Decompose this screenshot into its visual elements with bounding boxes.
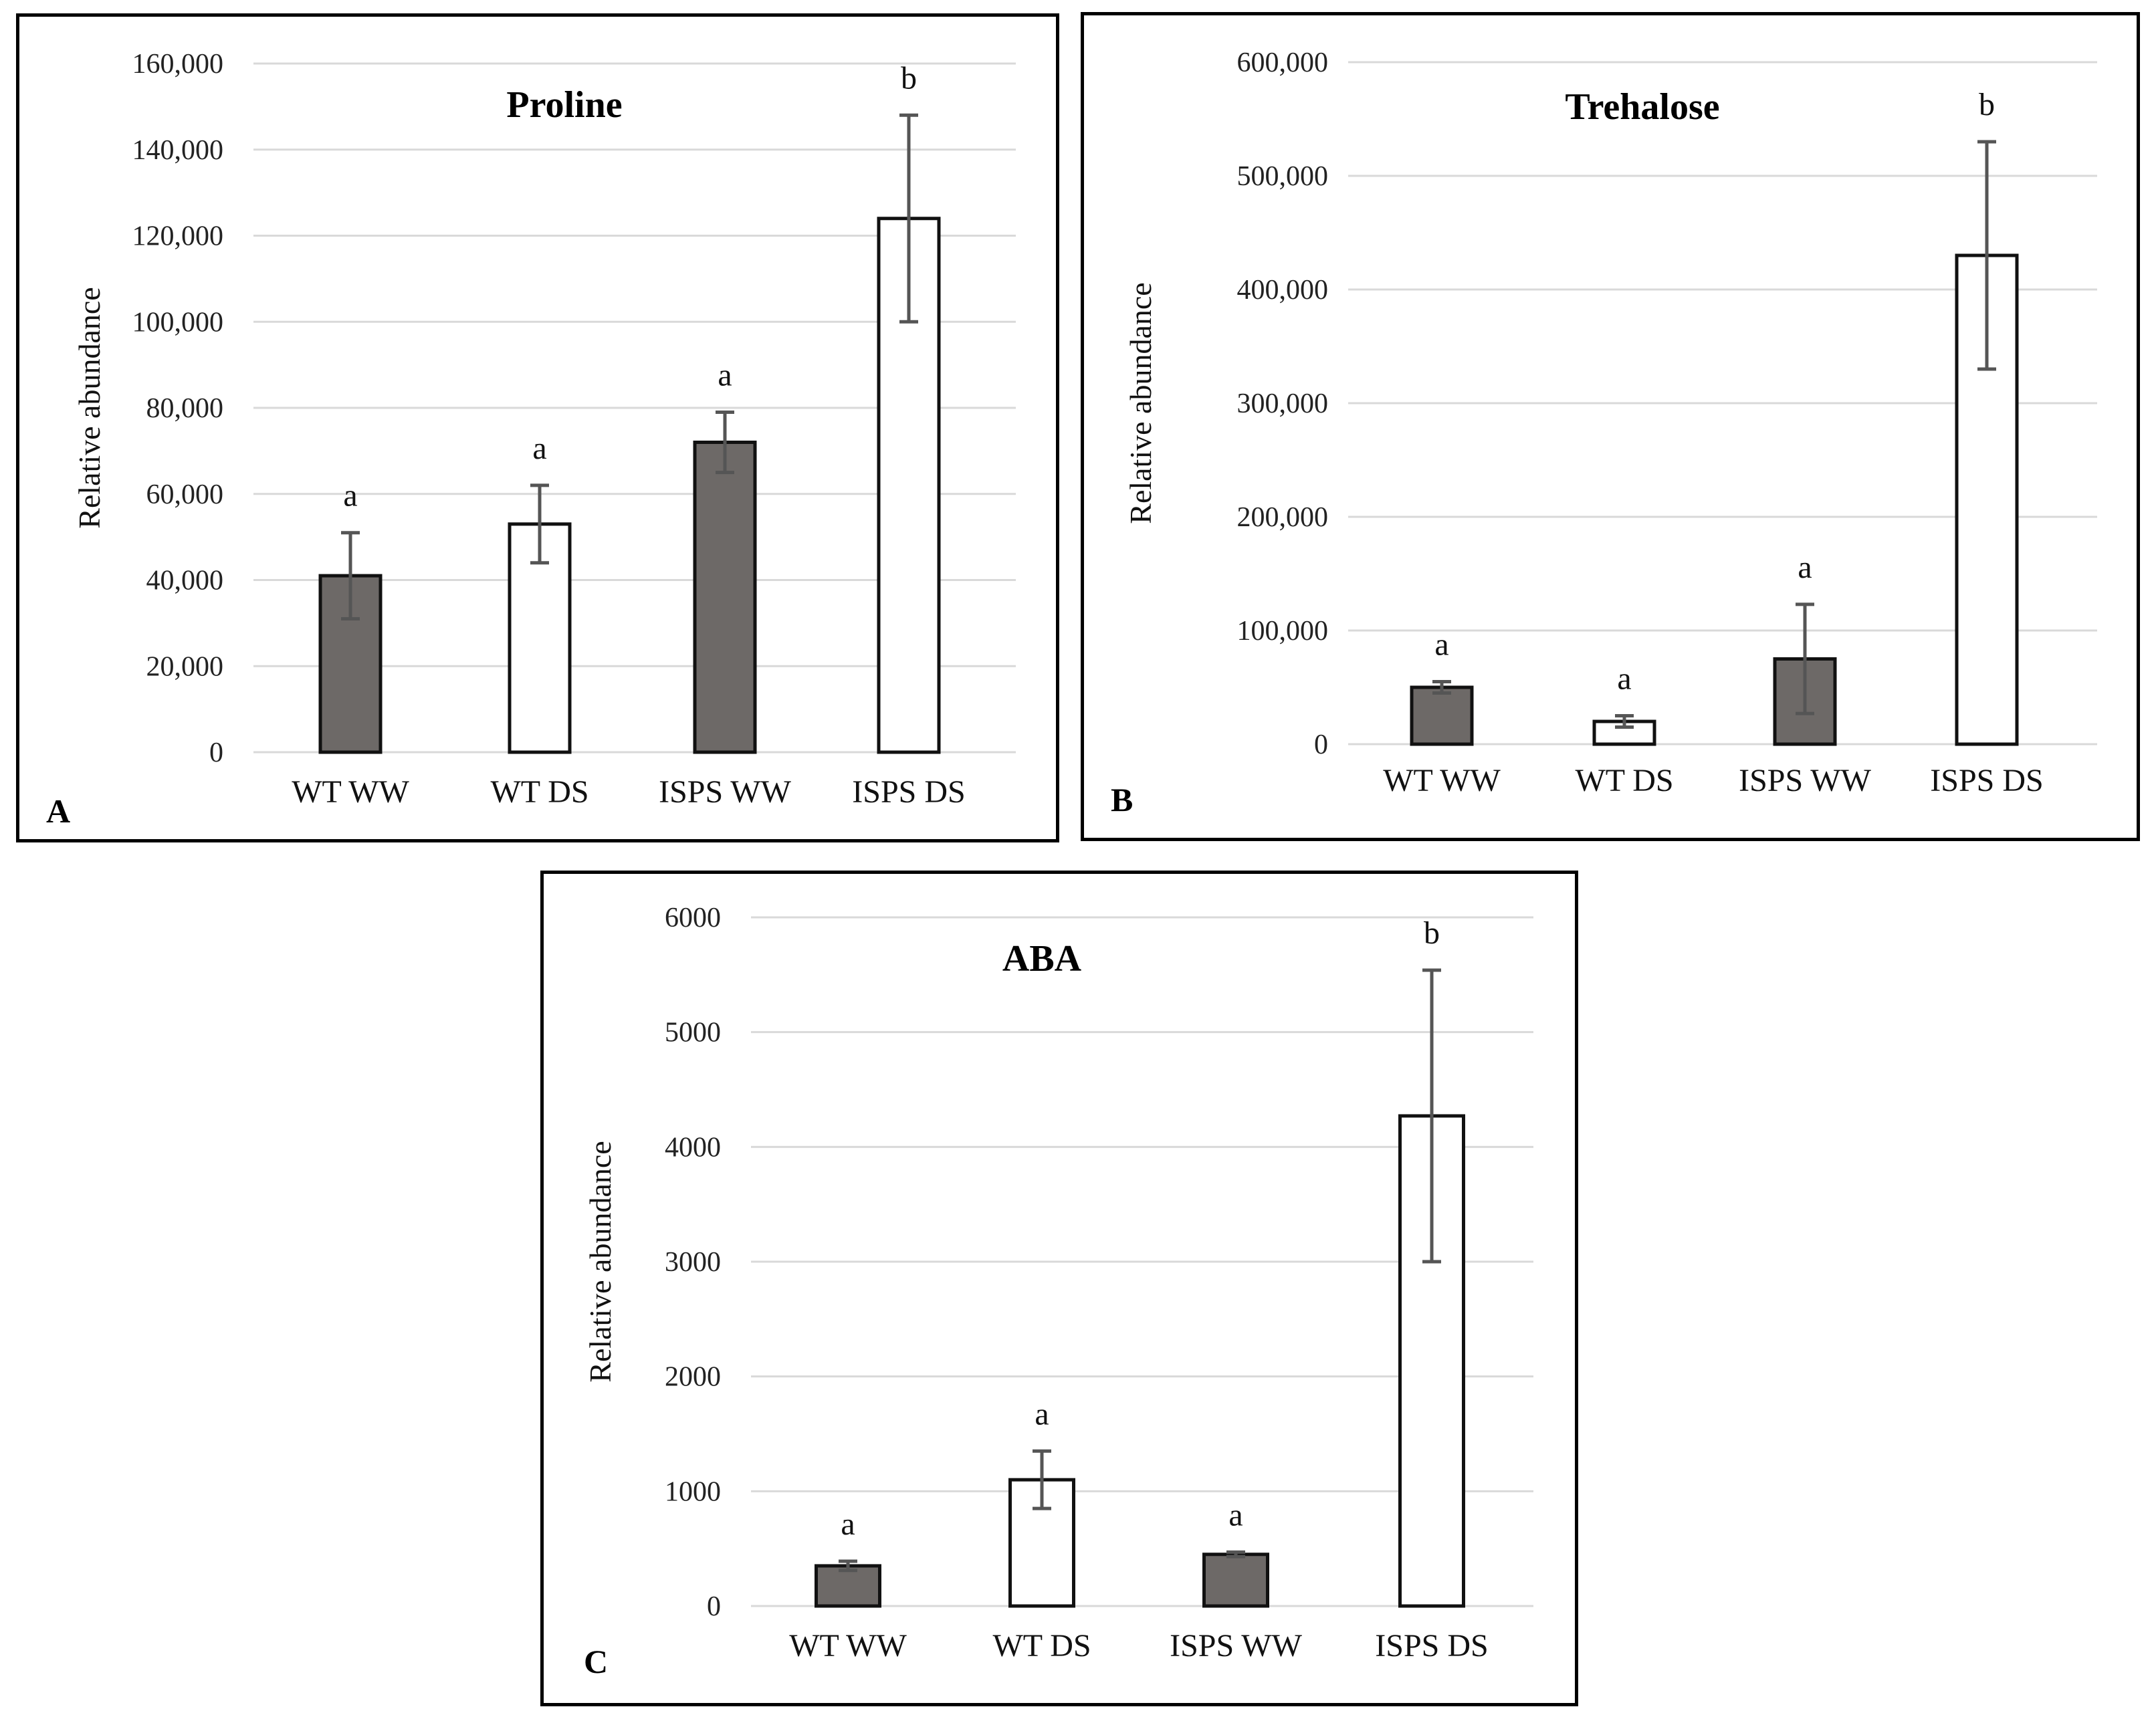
- significance-letter: a: [1617, 661, 1631, 697]
- trehalose-chart: 0 100,000 200,000 300,000 400,000 500,000 600,…: [1111, 47, 2097, 818]
- y-tick-label: 0: [707, 1591, 721, 1622]
- y-tick-label: 600,000: [1237, 47, 1329, 78]
- y-tick-label: 500,000: [1237, 161, 1329, 192]
- significance-letter: a: [1228, 1497, 1243, 1532]
- significance-letter: a: [1434, 627, 1448, 663]
- y-tick-label: 60,000: [146, 479, 224, 510]
- category-label: ISPS DS: [852, 774, 965, 810]
- y-axis-label: Relative abundance: [1123, 282, 1158, 524]
- significance-letter: a: [841, 1506, 855, 1542]
- category-label: ISPS WW: [1739, 763, 1872, 798]
- chart-title: Trehalose: [1565, 86, 1719, 128]
- y-tick-label: 5000: [665, 1018, 721, 1048]
- y-tick-label: 80,000: [146, 393, 224, 424]
- category-label: WT DS: [992, 1628, 1091, 1664]
- category-label: ISPS WW: [1170, 1628, 1303, 1664]
- significance-letter: a: [1035, 1396, 1049, 1432]
- panel-c-aba: 0 1000 2000 3000 4000 5000 6000 ABA Relative abu…: [540, 871, 1578, 1706]
- category-label: WT WW: [789, 1628, 907, 1664]
- y-tick-label: 400,000: [1237, 275, 1329, 306]
- y-tick-label: 100,000: [1237, 616, 1329, 647]
- panel-a-proline: 0 20,000 40,000 60,000 80,000 100,000 120,000 1…: [16, 13, 1059, 842]
- y-tick-label: 20,000: [146, 651, 224, 682]
- y-tick-label: 100,000: [132, 307, 224, 338]
- y-axis-label: Relative abundance: [72, 287, 106, 528]
- category-label: ISPS WW: [659, 774, 792, 810]
- y-tick-label: 4000: [665, 1132, 721, 1163]
- bar: [1410, 685, 1474, 746]
- y-tick-label: 0: [1314, 729, 1328, 760]
- y-tick-label: 300,000: [1237, 388, 1329, 419]
- y-tick-label: 140,000: [132, 135, 224, 166]
- y-tick-label: 160,000: [132, 49, 224, 80]
- y-tick-label: 40,000: [146, 566, 224, 596]
- category-label: WT WW: [292, 774, 409, 810]
- significance-letter: a: [343, 478, 357, 513]
- significance-letter: b: [1979, 87, 1995, 122]
- chart-title: Proline: [506, 84, 622, 126]
- category-label: ISPS DS: [1930, 763, 2043, 798]
- panel-letter: C: [584, 1643, 608, 1680]
- y-tick-label: 3000: [665, 1247, 721, 1278]
- y-tick-label: 1000: [665, 1476, 721, 1507]
- panel-letter: B: [1111, 781, 1133, 818]
- y-axis-label: Relative abundance: [583, 1141, 617, 1382]
- proline-chart: 0 20,000 40,000 60,000 80,000 100,000 120,000 1…: [46, 49, 1016, 830]
- significance-letter: a: [1798, 550, 1812, 585]
- y-tick-label: 6000: [665, 903, 721, 933]
- category-label: WT DS: [1575, 763, 1673, 798]
- y-tick-label: 2000: [665, 1362, 721, 1393]
- aba-chart: 0 1000 2000 3000 4000 5000 6000 ABA Relative abu…: [583, 903, 1533, 1680]
- y-tick-label: 200,000: [1237, 502, 1329, 533]
- category-label: WT WW: [1383, 763, 1501, 798]
- panel-letter: A: [46, 792, 70, 830]
- bar: [693, 441, 757, 754]
- significance-letter: b: [901, 60, 917, 96]
- category-label: WT DS: [490, 774, 588, 810]
- significance-letter: b: [1424, 915, 1440, 951]
- y-tick-label: 0: [209, 737, 223, 768]
- category-label: ISPS DS: [1375, 1628, 1488, 1664]
- bar: [1202, 1553, 1269, 1608]
- y-tick-label: 120,000: [132, 221, 224, 252]
- significance-letter: a: [532, 431, 546, 466]
- panel-b-trehalose: 0 100,000 200,000 300,000 400,000 500,000 600,…: [1081, 12, 2140, 841]
- chart-title: ABA: [1002, 938, 1082, 980]
- significance-letter: a: [718, 357, 732, 392]
